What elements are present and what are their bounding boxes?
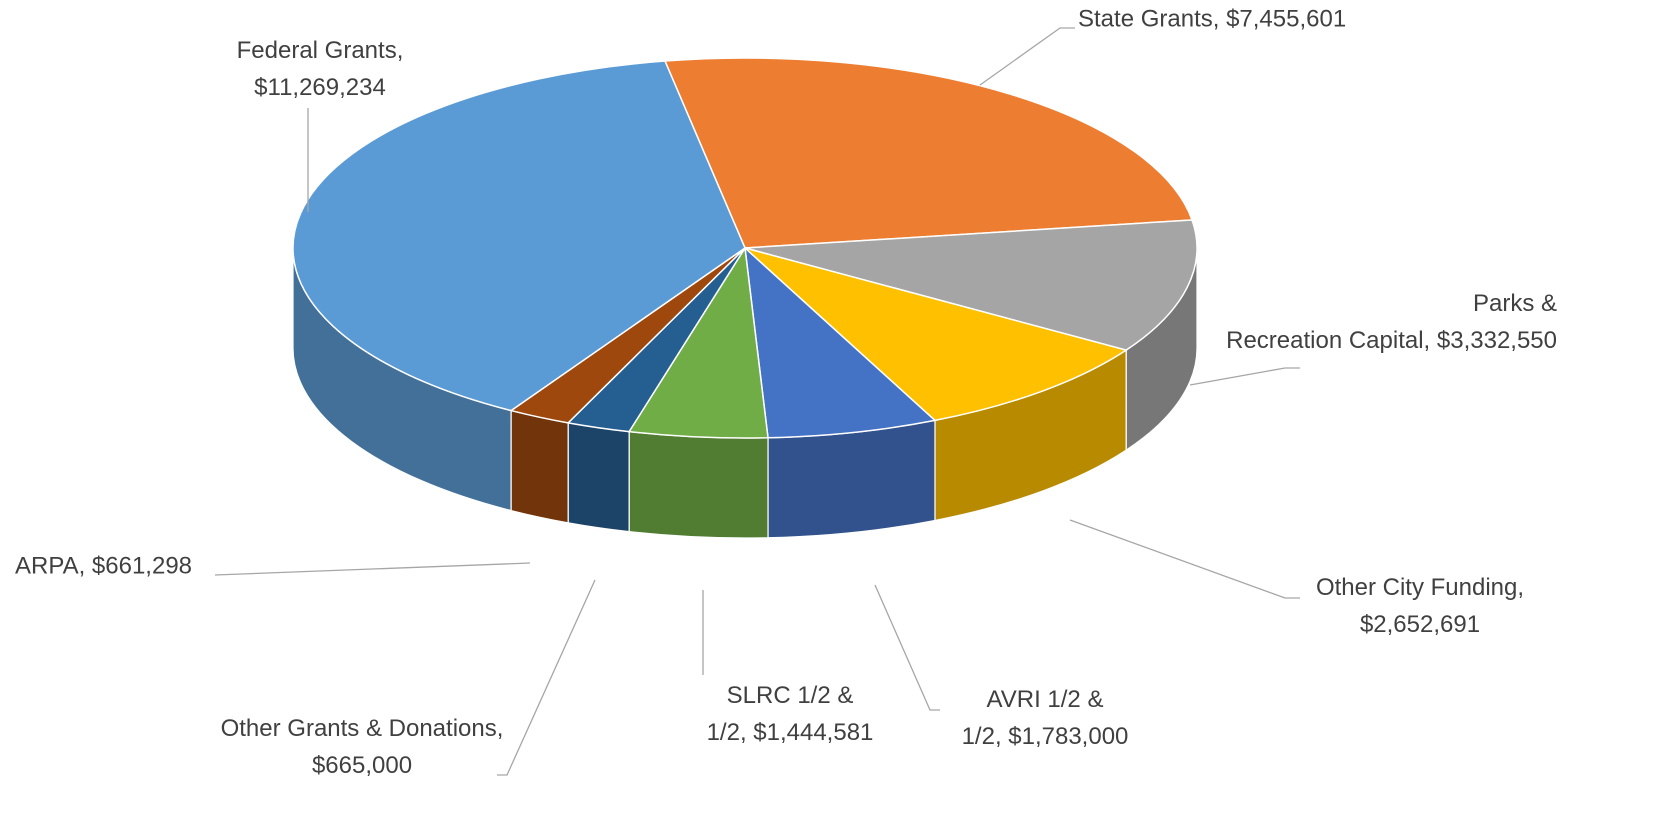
label-line: Other Grants & Donations, — [221, 715, 504, 742]
label-line: $11,269,234 — [254, 74, 386, 101]
leader-line — [497, 579, 596, 776]
leader-line — [874, 584, 940, 711]
slice-side — [767, 419, 936, 539]
leader-line — [1189, 367, 1300, 386]
slice-side — [628, 430, 769, 539]
slice — [292, 60, 746, 412]
label-line: Parks & — [1473, 290, 1557, 317]
leader-line — [979, 27, 1075, 86]
data-label: Other City Funding, $2,652,691 — [1316, 574, 1524, 638]
label-line: $665,000 — [312, 752, 412, 779]
data-label: Federal Grants, $11,269,234 — [237, 37, 404, 101]
data-label: SLRC 1/2 & 1/2, $1,444,581 — [707, 682, 874, 746]
slice — [744, 246, 937, 439]
data-label: Parks & Recreation Capital, $3,332,550 — [1226, 290, 1557, 354]
label-line: Other City Funding, — [1316, 574, 1524, 601]
data-label: Other Grants & Donations, $665,000 — [221, 715, 504, 779]
label-line: SLRC 1/2 & — [727, 682, 854, 709]
slice-side — [567, 422, 630, 533]
label-line: Recreation Capital, $3,332,550 — [1226, 327, 1557, 354]
label-line: AVRI 1/2 & — [987, 686, 1104, 713]
label-line: 1/2, $1,783,000 — [962, 723, 1129, 750]
label-line: Federal Grants, — [237, 37, 404, 64]
label-line: $2,652,691 — [1360, 611, 1480, 638]
data-label: AVRI 1/2 & 1/2, $1,783,000 — [962, 686, 1129, 750]
slice — [663, 57, 1194, 249]
slice-side — [510, 409, 569, 524]
data-label: State Grants, $7,455,601 — [1078, 5, 1346, 32]
label-line: 1/2, $1,444,581 — [707, 719, 874, 746]
data-label: ARPA, $661,298 — [15, 552, 192, 579]
slice — [744, 247, 1128, 422]
leader-line — [1069, 519, 1300, 599]
leader-line — [214, 562, 531, 576]
slice — [744, 219, 1198, 351]
